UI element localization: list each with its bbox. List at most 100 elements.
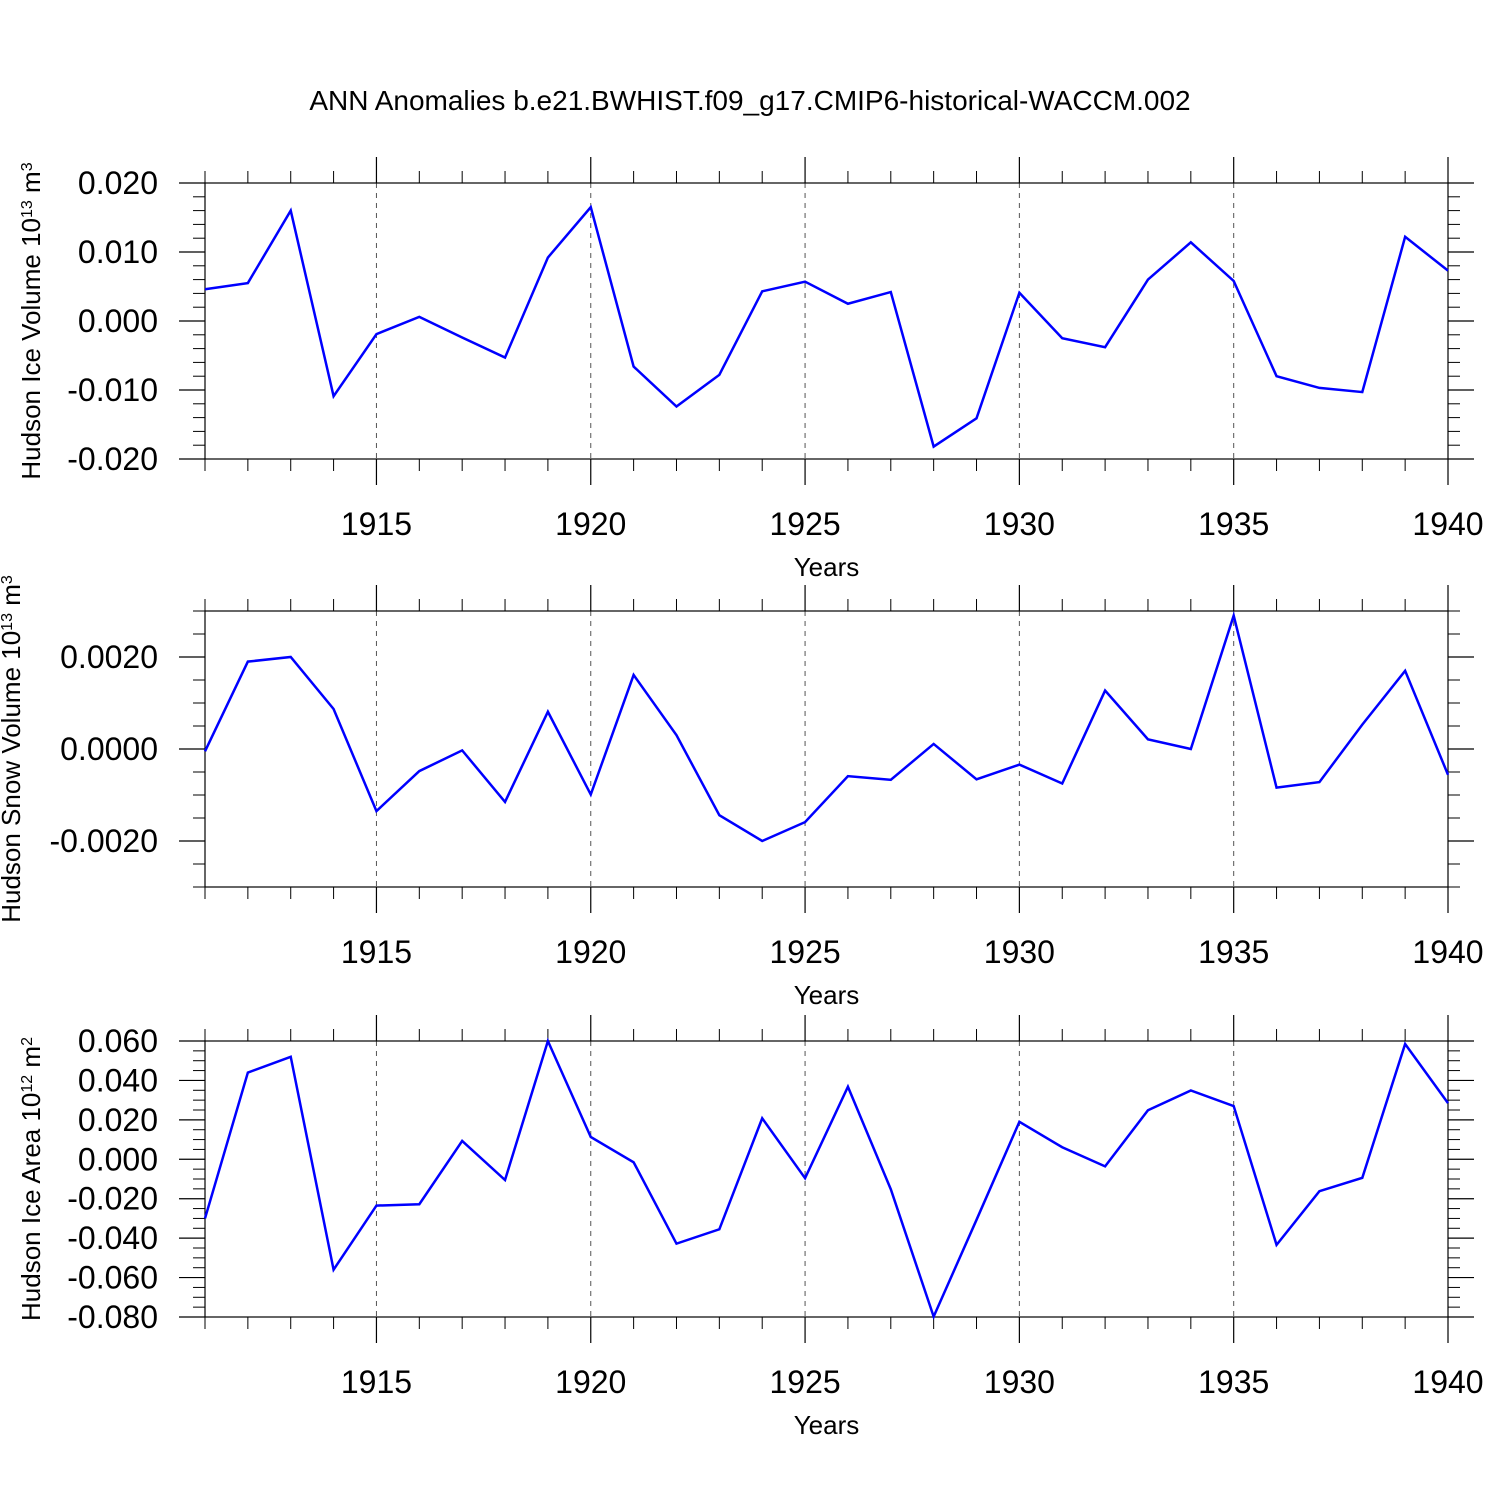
data-point (1189, 747, 1193, 751)
data-point (589, 1135, 593, 1139)
data-point (717, 1227, 721, 1231)
x-axis-label: Years (794, 552, 860, 582)
x-axis-label: Years (794, 980, 860, 1010)
data-point (1060, 336, 1064, 340)
data-point (417, 1202, 421, 1206)
data-point (803, 1176, 807, 1180)
data-point (1060, 782, 1064, 786)
data-point (1275, 374, 1279, 378)
series-line (204, 204, 1449, 449)
data-point (1017, 291, 1021, 295)
data-point (203, 749, 207, 753)
data-point (846, 1085, 850, 1089)
y-tick-label: -0.020 (67, 441, 158, 477)
data-point (1317, 1189, 1321, 1193)
data-point (203, 1216, 207, 1220)
x-tick-label: 1940 (1412, 1364, 1483, 1400)
data-point (975, 777, 979, 781)
data-point (1446, 269, 1450, 273)
data-point (717, 813, 721, 817)
data-point (1403, 1042, 1407, 1046)
data-point (374, 809, 378, 813)
data-point (546, 256, 550, 260)
y-axis-label-text: m (0, 584, 26, 613)
x-tick-label: 1925 (769, 934, 840, 970)
data-point (417, 769, 421, 773)
data-point (460, 336, 464, 340)
plot-frame (204, 610, 1449, 888)
data-point (1103, 345, 1107, 349)
x-tick-label: 1940 (1412, 506, 1483, 542)
series-line (203, 1037, 1450, 1321)
data-point (503, 356, 507, 360)
y-tick-label: -0.010 (67, 372, 158, 408)
panel-3: 1915 1920 1925 1930 1935 1940 -0.080-0.060 -0.0… (16, 1015, 1484, 1440)
y-axis-label-text: Hudson Snow Volume 10 (0, 631, 26, 923)
y-axis-label-superscript: 13 (0, 613, 16, 631)
data-point (932, 445, 936, 449)
x-axis-label: Years (794, 1410, 860, 1440)
data-point (332, 1268, 336, 1272)
y-axis-label-superscript: 12 (19, 1075, 36, 1093)
data-point (503, 800, 507, 804)
data-point (1317, 780, 1321, 784)
y-tick-label: 0.010 (78, 234, 158, 270)
data-point (460, 748, 464, 752)
data-point (246, 1071, 250, 1075)
data-point (760, 1116, 764, 1120)
data-point (1146, 737, 1150, 741)
y-axis-label-superscript: 13 (19, 200, 36, 218)
data-point (932, 742, 936, 746)
data-point (889, 290, 893, 294)
data-point (846, 774, 850, 778)
data-point (1189, 1088, 1193, 1092)
data-point (546, 710, 550, 714)
data-point (1060, 1145, 1064, 1149)
data-point (932, 1315, 936, 1319)
data-point (546, 1039, 550, 1043)
data-point (589, 793, 593, 797)
data-point (246, 660, 250, 664)
data-point (889, 1187, 893, 1191)
x-tick-label: 1915 (341, 506, 412, 542)
data-point (1232, 279, 1236, 283)
data-point (760, 839, 764, 843)
data-point (1403, 669, 1407, 673)
y-axis-label: Hudson Snow Volume 1013 m3 (0, 575, 26, 923)
x-tick-label: 1925 (769, 1364, 840, 1400)
data-point (460, 1139, 464, 1143)
data-point (289, 1055, 293, 1059)
y-axis-label: Hudson Ice Volume 1013 m3 (16, 162, 46, 479)
y-tick-label: 0.0020 (60, 639, 158, 675)
data-point (289, 209, 293, 213)
data-point (417, 315, 421, 319)
data-point (374, 1204, 378, 1208)
y-tick-label: 0.040 (78, 1062, 158, 1098)
data-point (674, 405, 678, 409)
y-axis-label-superscript: 2 (19, 1037, 36, 1046)
data-point (1146, 278, 1150, 282)
series-line (203, 611, 1450, 843)
data-point (1103, 1164, 1107, 1168)
plot-frame (204, 1040, 1449, 1318)
data-point (1103, 689, 1107, 693)
data-point (632, 365, 636, 369)
y-axis-label-text: Hudson Ice Area 10 (16, 1093, 46, 1321)
y-tick-label: 0.060 (78, 1023, 158, 1059)
data-point (1232, 1104, 1236, 1108)
y-axis-label: Hudson Ice Area 1012 m2 (16, 1037, 46, 1321)
x-tick-label: 1915 (341, 934, 412, 970)
y-tick-label: -0.040 (67, 1220, 158, 1256)
data-point (332, 707, 336, 711)
data-point (1275, 786, 1279, 790)
x-tick-label: 1920 (555, 506, 626, 542)
y-axis-label-text: m (16, 171, 46, 200)
x-tick-label: 1920 (555, 934, 626, 970)
y-tick-label: 0.000 (78, 1141, 158, 1177)
data-point (803, 820, 807, 824)
data-point (674, 733, 678, 737)
data-point (1360, 390, 1364, 394)
data-point (1017, 763, 1021, 767)
plot-frame (204, 182, 1449, 460)
